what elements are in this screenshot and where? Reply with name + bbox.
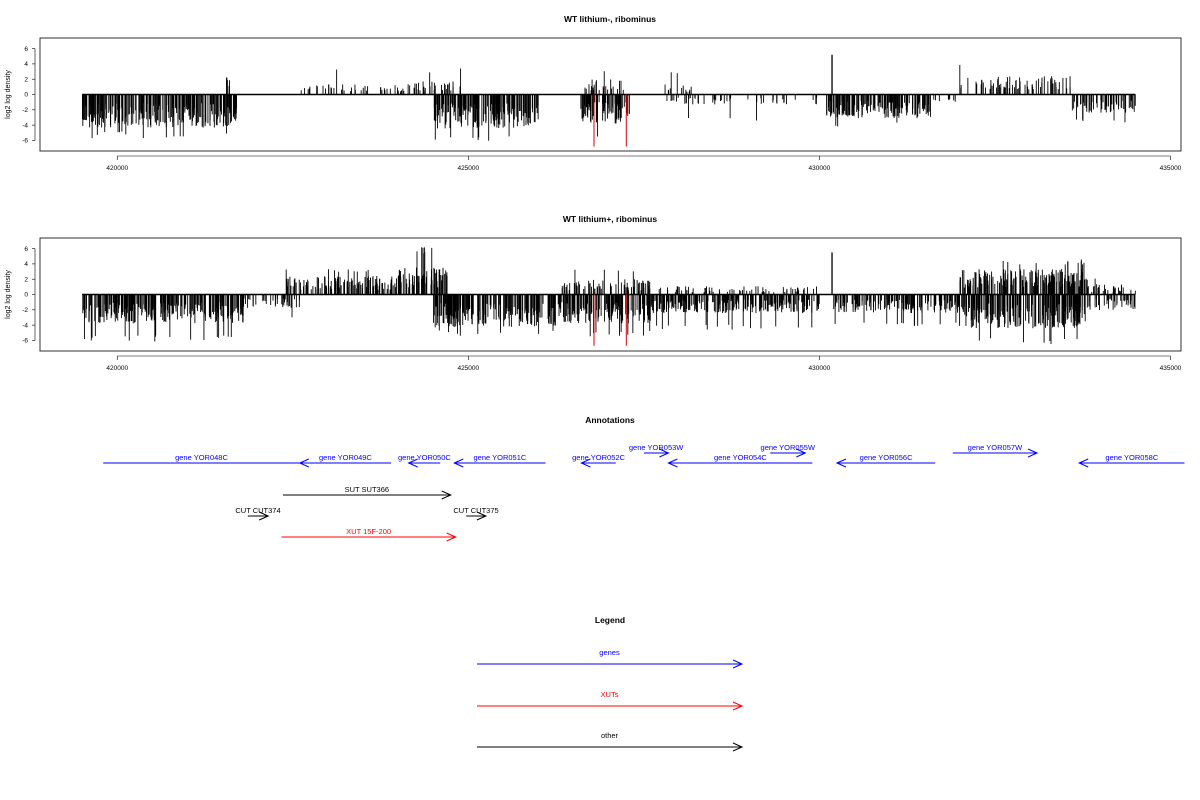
- feature-label: gene YOR049C: [319, 453, 372, 462]
- y-axis: -6 -4 -2 0 2 4 6: [22, 246, 36, 345]
- coverage-panel-lithium-minus: WT lithium-, ribominus log2 log density …: [5, 14, 1182, 172]
- y-axis-label: log2 log density: [5, 270, 12, 319]
- arrow-head: [407, 458, 418, 468]
- plot-frame: [39, 237, 1182, 352]
- arrow-head: [580, 458, 591, 468]
- legend-label: other: [601, 731, 619, 740]
- arrow-head: [476, 511, 488, 521]
- coverage-bars: [82, 247, 1136, 346]
- annotation-feature: CUT CUT374: [235, 506, 281, 521]
- x-tick-label: 425000: [457, 365, 479, 372]
- legend-item: other: [477, 731, 744, 752]
- annotation-feature: gene YOR052C: [572, 453, 626, 468]
- annotation-feature: gene YOR049C: [298, 453, 392, 468]
- feature-label: SUT SUT366: [345, 485, 389, 494]
- y-tick-label: -6: [22, 138, 28, 145]
- y-tick-label: 2: [24, 276, 28, 283]
- annotation-feature: SUT SUT366: [282, 485, 452, 500]
- y-tick-label: 0: [24, 292, 28, 299]
- feature-label: CUT CUT375: [453, 506, 498, 515]
- y-tick-label: -4: [22, 322, 28, 329]
- y-axis-label: log2 log density: [5, 70, 12, 119]
- plot-frame: [39, 37, 1182, 152]
- panel-title: WT lithium-, ribominus: [564, 14, 656, 24]
- legend-label: XUTs: [601, 690, 619, 699]
- x-tick-label: 420000: [106, 165, 128, 172]
- annotation-feature: gene YOR057W: [952, 443, 1039, 458]
- arrow-head: [1077, 458, 1089, 468]
- y-tick-label: 4: [24, 261, 28, 268]
- coverage-bars: [81, 54, 1136, 147]
- feature-label: gene YOR054C: [714, 453, 767, 462]
- y-tick-label: 0: [24, 92, 28, 99]
- x-axis: 420000 425000 430000 435000: [106, 355, 1182, 372]
- x-tick-label: 430000: [809, 165, 831, 172]
- arrow-head: [667, 458, 678, 468]
- x-tick-label: 435000: [1160, 165, 1182, 172]
- arrow-head: [258, 511, 270, 521]
- arrow-head: [446, 532, 457, 542]
- y-tick-label: 2: [24, 76, 28, 83]
- x-tick-label: 425000: [457, 165, 479, 172]
- feature-label: gene YOR053W: [629, 443, 684, 452]
- arrow-head: [1027, 448, 1039, 458]
- legend-item: XUTs: [477, 690, 744, 711]
- y-tick-label: 6: [24, 46, 28, 53]
- legend-items: genes XUTs other: [477, 648, 744, 752]
- annotations-track: Annotations gene YOR048C gene YOR049C gene…: [103, 415, 1185, 542]
- arrow-head: [796, 448, 807, 458]
- annotations-title: Annotations: [585, 415, 635, 425]
- feature-label: gene YOR052C: [572, 453, 625, 462]
- x-axis: 420000 425000 430000 435000: [106, 155, 1182, 172]
- coverage-panel-lithium-plus: WT lithium+, ribominus log2 log density …: [5, 214, 1182, 372]
- annotation-feature: gene YOR050C: [398, 453, 451, 468]
- annotation-feature: gene YOR051C: [453, 453, 546, 468]
- legend-title: Legend: [595, 615, 625, 625]
- annotation-feature: gene YOR048C: [103, 453, 300, 464]
- legend-label: genes: [599, 648, 620, 657]
- y-tick-label: 4: [24, 61, 28, 68]
- feature-label: gene YOR057W: [968, 443, 1023, 452]
- x-tick-label: 420000: [106, 365, 128, 372]
- legend-arrow-head: [732, 742, 744, 752]
- annotation-feature: XUT 15F-200: [281, 527, 457, 542]
- feature-label: gene YOR056C: [860, 453, 913, 462]
- panel-title: WT lithium+, ribominus: [563, 214, 657, 224]
- annotation-feature: gene YOR055W: [761, 443, 816, 458]
- feature-label: gene YOR050C: [398, 453, 451, 462]
- annotation-feature: gene YOR058C: [1077, 453, 1185, 468]
- x-tick-label: 430000: [809, 365, 831, 372]
- y-tick-label: 6: [24, 246, 28, 253]
- y-axis: -6 -4 -2 0 2 4 6: [22, 46, 36, 145]
- feature-label: gene YOR051C: [473, 453, 526, 462]
- arrow-head: [453, 458, 464, 468]
- x-tick-label: 435000: [1160, 365, 1182, 372]
- legend-arrow-head: [732, 659, 744, 669]
- arrow-head: [835, 458, 847, 468]
- feature-label: XUT 15F-200: [346, 527, 391, 536]
- feature-label: gene YOR048C: [175, 453, 228, 462]
- legend-item: genes: [477, 648, 744, 669]
- arrow-head: [659, 448, 670, 458]
- annotation-feature: gene YOR053W: [629, 443, 684, 458]
- annotation-features: gene YOR048C gene YOR049C gene YOR050C gene…: [103, 443, 1185, 542]
- y-tick-label: -4: [22, 122, 28, 129]
- arrow-head: [441, 490, 452, 500]
- feature-label: CUT CUT374: [235, 506, 280, 515]
- annotation-feature: gene YOR056C: [835, 453, 936, 468]
- y-tick-label: -6: [22, 338, 28, 345]
- annotation-feature: gene YOR054C: [667, 453, 813, 468]
- legend-arrow-head: [732, 701, 744, 711]
- y-tick-label: -2: [22, 107, 28, 114]
- feature-label: gene YOR058C: [1105, 453, 1158, 462]
- legend: Legend genes XUTs other: [477, 615, 744, 752]
- annotation-feature: CUT CUT375: [453, 506, 499, 521]
- arrow-head: [298, 458, 310, 468]
- feature-label: gene YOR055W: [761, 443, 816, 452]
- y-tick-label: -2: [22, 307, 28, 314]
